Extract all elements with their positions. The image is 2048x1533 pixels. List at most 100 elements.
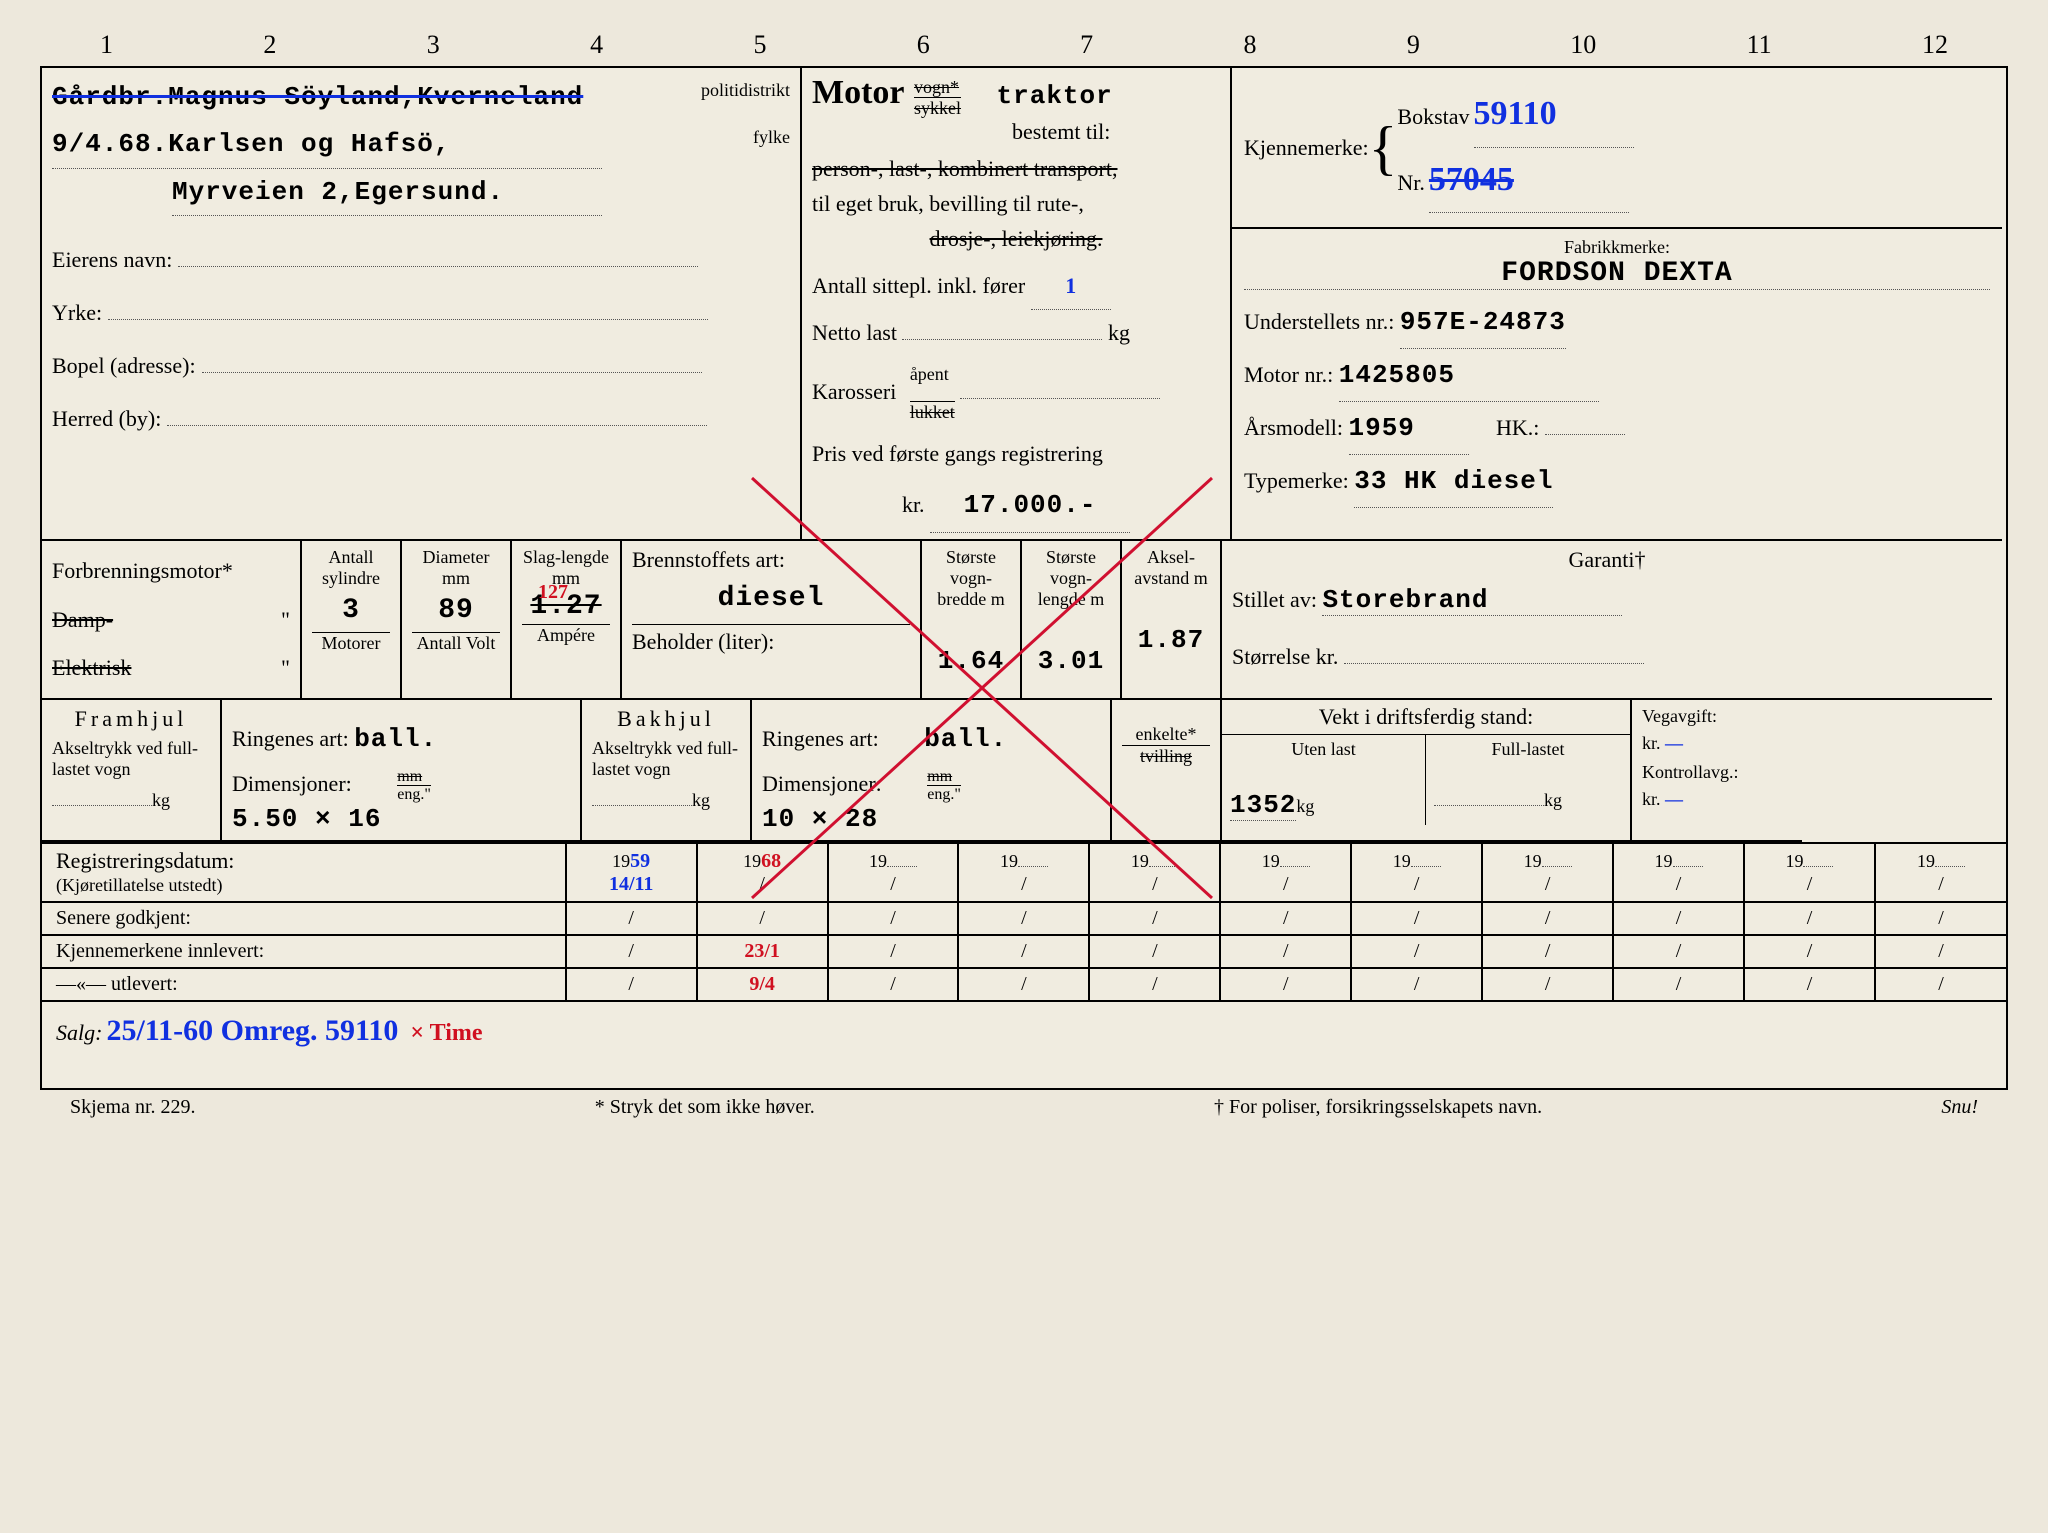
yrke-label: Yrke: (52, 300, 102, 325)
kjennemerke-label: Kjennemerke: (1244, 135, 1369, 161)
skjema-nr: Skjema nr. 229. (70, 1096, 196, 1119)
pris-kr: kr. (902, 492, 925, 517)
akselavstand-value: 1.87 (1132, 625, 1210, 655)
innlevert-date: 23/1 (744, 940, 780, 962)
ruler-tick: 2 (263, 30, 276, 60)
karosseri-label: Karosseri (812, 379, 896, 404)
column-ruler: 1 2 3 4 5 6 7 8 9 10 11 12 (40, 30, 2008, 66)
bredde-value: 1.64 (932, 646, 1010, 676)
akseltrykk-bak-label: Akseltrykk ved full-lastet vogn (592, 738, 740, 780)
arsmodell-label: Årsmodell: (1244, 415, 1343, 440)
politidistrikt-label: politidistrikt (701, 74, 790, 106)
previous-owner: Gårdbr.Magnus Söyland,Kverneland (52, 82, 583, 112)
uten-last-value: 1352 (1230, 790, 1296, 821)
ringenes-art-fram-label: Ringenes art: (232, 726, 349, 751)
karosseri-apent: åpent (910, 364, 949, 384)
beholder-label: Beholder (liter): (632, 624, 910, 655)
lengde-value: 3.01 (1032, 646, 1110, 676)
herred-label: Herred (by): (52, 406, 161, 431)
footnote-stryk: * Stryk det som ikke høver. (595, 1096, 815, 1119)
sitteplasser-label: Antall sittepl. inkl. fører (812, 273, 1025, 298)
motor-traktor: traktor (997, 81, 1113, 111)
footnote-poliser: † For poliser, forsikringsselskapets nav… (1214, 1096, 1542, 1119)
storrelse-label: Størrelse kr. (1232, 644, 1338, 669)
dimensjoner-fram-label: Dimensjoner: (232, 771, 352, 796)
pris-label: Pris ved første gangs registrering (812, 431, 1220, 477)
salg-text: 25/11-60 Omreg. 59110 (106, 1014, 398, 1047)
utlevert-date: 9/4 (749, 973, 775, 995)
fabrikkmerke-value: FORDSON DEXTA (1244, 258, 1990, 290)
elektrisk-label: Elektrisk (52, 655, 131, 680)
ruler-tick: 8 (1244, 30, 1257, 60)
vegavgift-label: Vegavgift: (1642, 706, 1792, 727)
arsmodell-value: 1959 (1349, 402, 1469, 455)
understell-label: Understellets nr.: (1244, 309, 1394, 334)
sylindre-label: Antall sylindre (312, 547, 390, 589)
ampere-label: Ampére (522, 625, 610, 646)
ruler-tick: 4 (590, 30, 603, 60)
hk-label: HK.: (1496, 415, 1539, 440)
ruler-tick: 7 (1080, 30, 1093, 60)
salg-extra: × Time (410, 1020, 482, 1046)
bokstav-label: Bokstav (1397, 104, 1469, 129)
motor-use-3: drosje-, leiekjøring. (812, 221, 1220, 256)
ringenes-art-bak-label: Ringenes art: (762, 726, 879, 751)
akseltrykk-fram-label: Akseltrykk ved full-lastet vogn (52, 738, 210, 780)
damp-label: Damp- (52, 607, 113, 632)
tvilling-label: tvilling (1122, 745, 1210, 767)
dimensjoner-fram-value: 5.50 × 16 (232, 804, 570, 834)
kjennemerke-innlevert-label: Kjennemerkene innlevert: (42, 935, 566, 968)
motor-title: Motor (812, 74, 905, 111)
stillet-av-label: Stillet av: (1232, 587, 1317, 612)
karosseri-lukket: lukket (910, 401, 955, 422)
garanti-label: Garanti† (1232, 547, 1982, 573)
brennstoff-label: Brennstoffets art: (632, 547, 910, 573)
typemerke-value: 33 HK diesel (1354, 455, 1553, 508)
volt-label: Antall Volt (412, 633, 500, 654)
bredde-label: Største vogn-bredde m (932, 547, 1010, 610)
netto-last-label: Netto last (812, 320, 897, 345)
bopel-label: Bopel (adresse): (52, 353, 196, 378)
sylindre-value: 3 (312, 589, 390, 633)
dates-table: Registreringsdatum: (Kjøretillatelse uts… (42, 842, 2006, 1000)
motor-sykkel: sykkel (914, 97, 961, 118)
ringenes-art-bak-value: ball. (924, 724, 1007, 754)
motornr-label: Motor nr.: (1244, 362, 1333, 387)
ringenes-art-fram-value: ball. (354, 724, 437, 754)
footer: Skjema nr. 229. * Stryk det som ikke høv… (40, 1090, 2008, 1123)
understell-value: 957E-24873 (1400, 296, 1566, 349)
full-lastet-label: Full-lastet (1434, 739, 1622, 760)
enkelte-label: enkelte* (1122, 724, 1210, 745)
motor-use-1: person-, last-, kombinert transport, (812, 151, 1220, 186)
senere-godkjent-label: Senere godkjent: (42, 902, 566, 935)
kontrollavg-label: Kontrollavg.: (1642, 762, 1792, 783)
motor-vogn: vogn* (914, 77, 959, 97)
brennstoff-value: diesel (632, 573, 910, 624)
dimensjoner-bak-label: Dimensjoner: (762, 771, 882, 796)
motornr-value: 1425805 (1339, 349, 1599, 402)
motor-use-2: til eget bruk, bevilling til rute-, (812, 186, 1220, 221)
lengde-label: Største vogn-lengde m (1032, 547, 1110, 610)
ruler-tick: 5 (753, 30, 766, 60)
vekt-label: Vekt i driftsferdig stand: (1222, 700, 1630, 735)
bokstav-value: 59110 (1474, 82, 1634, 148)
motorer-label: Motorer (312, 633, 390, 654)
ruler-tick: 10 (1570, 30, 1596, 60)
kg-unit: kg (1108, 320, 1130, 345)
ruler-tick: 11 (1747, 30, 1772, 60)
snu-label: Snu! (1941, 1096, 1978, 1119)
framhjul-label: Framhjul (52, 706, 210, 732)
registreringsdatum-label: Registreringsdatum: (56, 848, 234, 873)
motor-bestemt: bestemt til: (1012, 119, 1110, 144)
akselavstand-label: Aksel-avstand m (1132, 547, 1210, 589)
typemerke-label: Typemerke: (1244, 468, 1349, 493)
sitteplasser-value: 1 (1031, 263, 1111, 310)
nr-label: Nr. (1397, 170, 1425, 195)
stillet-av-value: Storebrand (1322, 585, 1622, 616)
kjoretillatelse-label: (Kjøretillatelse utstedt) (56, 875, 222, 895)
fabrikkmerke-label: Fabrikkmerke: (1244, 237, 1990, 258)
slaglengde-corrected: 127 (538, 581, 568, 604)
dimensjoner-bak-value: 10 × 28 (762, 804, 1100, 834)
owner-line-3: Myrveien 2,Egersund. (172, 169, 602, 217)
fylke-label: fylke (753, 121, 790, 153)
